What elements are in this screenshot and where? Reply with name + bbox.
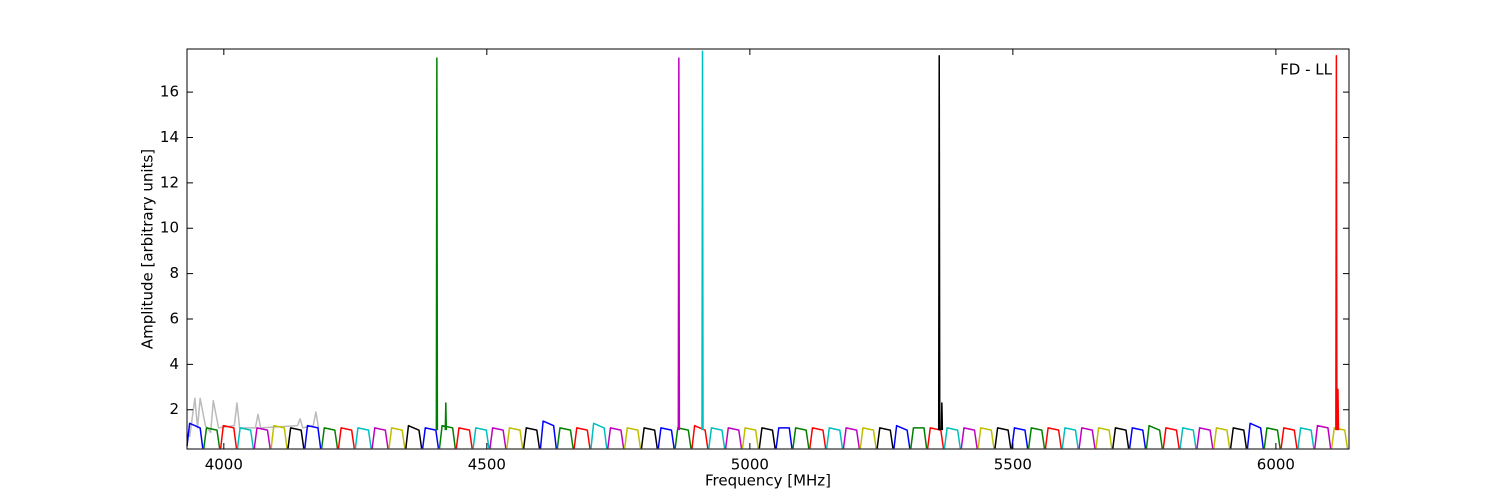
y-tick-label: 12 <box>160 173 179 191</box>
series-line <box>219 424 1298 449</box>
y-tick-label: 10 <box>160 219 179 237</box>
series-line <box>1336 388 1340 431</box>
series-line <box>188 397 320 438</box>
y-tick-label: 8 <box>169 264 179 282</box>
series-line <box>444 402 448 431</box>
x-tick-label: 6000 <box>1257 456 1295 474</box>
x-tick-label: 4000 <box>205 456 243 474</box>
series-line <box>270 424 1349 449</box>
plot-frame <box>186 48 1350 450</box>
series-line <box>677 57 681 431</box>
series-line <box>287 424 1248 449</box>
y-tick-label: 4 <box>169 355 179 373</box>
series-line <box>186 420 1265 449</box>
series-line <box>435 57 439 431</box>
series-line <box>253 424 1332 449</box>
y-axis-label: Amplitude [arbitrary units] <box>139 149 157 349</box>
series-line <box>203 424 1281 449</box>
y-tick-label: 2 <box>169 400 179 418</box>
y-tick-label: 14 <box>160 128 179 146</box>
series-line <box>701 50 704 431</box>
series-line <box>1335 55 1338 431</box>
series-line <box>940 402 944 431</box>
x-axis-label: Frequency [MHz] <box>705 472 831 490</box>
series-line <box>937 55 941 431</box>
y-tick-label: 6 <box>169 309 179 327</box>
x-tick-label: 5000 <box>731 456 769 474</box>
y-tick-label: 16 <box>160 83 179 101</box>
annotation: FD - LL <box>1280 61 1332 79</box>
x-tick-label: 5500 <box>994 456 1032 474</box>
series-line <box>236 422 1315 449</box>
x-tick-label: 4500 <box>468 456 506 474</box>
